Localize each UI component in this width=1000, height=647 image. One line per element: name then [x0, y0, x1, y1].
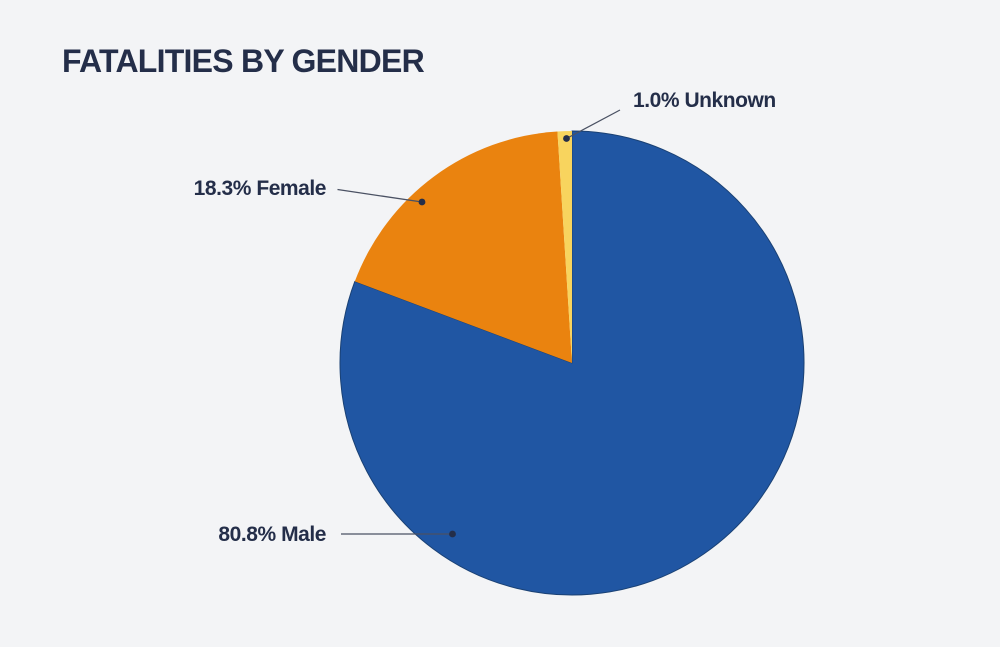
label-male: 80.8% Male	[218, 523, 326, 546]
chart-title: FATALITIES BY GENDER	[62, 43, 425, 79]
pie-slice-unknown	[557, 131, 572, 363]
leader-line-female	[337, 188, 423, 203]
leader-dot-unknown	[563, 135, 570, 142]
leader-line-unknown	[566, 109, 621, 140]
leader-dot-female	[418, 198, 426, 206]
leader-dot-male	[449, 530, 456, 538]
pie-slice-male	[339, 130, 805, 596]
label-female: 18.3% Female	[193, 177, 327, 200]
pie-slice-female	[354, 131, 572, 363]
label-unknown: 1.0% Unknown	[633, 89, 776, 112]
